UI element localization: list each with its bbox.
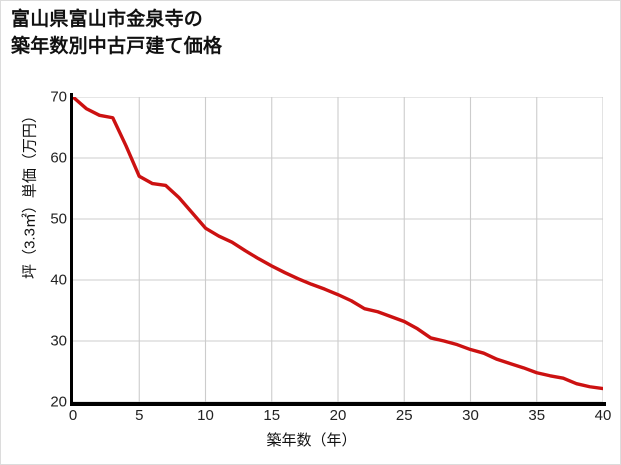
y-tick-label: 70 xyxy=(50,88,67,106)
y-tick-label: 60 xyxy=(50,149,67,167)
y-axis-tick-labels: 20 30 40 50 60 70 xyxy=(25,1,67,464)
y-tick-label: 30 xyxy=(50,332,67,350)
x-axis-line xyxy=(70,402,606,406)
x-tick-label: 30 xyxy=(462,407,479,424)
x-tick-label: 35 xyxy=(528,407,546,424)
y-axis-label: 坪（3.3㎡）単価（万円） xyxy=(21,108,39,279)
plot-area xyxy=(73,97,603,402)
x-tick-label: 40 xyxy=(594,407,612,424)
y-tick-label: 50 xyxy=(50,210,67,228)
x-tick-label: 25 xyxy=(395,407,413,424)
chart-title: 富山県富山市金泉寺の 築年数別中古戸建て価格 xyxy=(11,9,223,57)
y-axis-line xyxy=(70,93,73,406)
x-tick-label: 0 xyxy=(68,407,78,424)
x-tick-label: 20 xyxy=(329,407,347,424)
data-line-series xyxy=(73,97,603,402)
y-tick-label: 40 xyxy=(50,271,67,289)
x-axis-label: 築年数（年） xyxy=(266,432,357,449)
x-tick-label: 15 xyxy=(263,407,281,424)
y-tick-label: 20 xyxy=(50,393,67,411)
x-tick-label: 10 xyxy=(197,407,214,424)
gridlines xyxy=(73,97,603,402)
x-tick-label: 5 xyxy=(135,407,144,424)
